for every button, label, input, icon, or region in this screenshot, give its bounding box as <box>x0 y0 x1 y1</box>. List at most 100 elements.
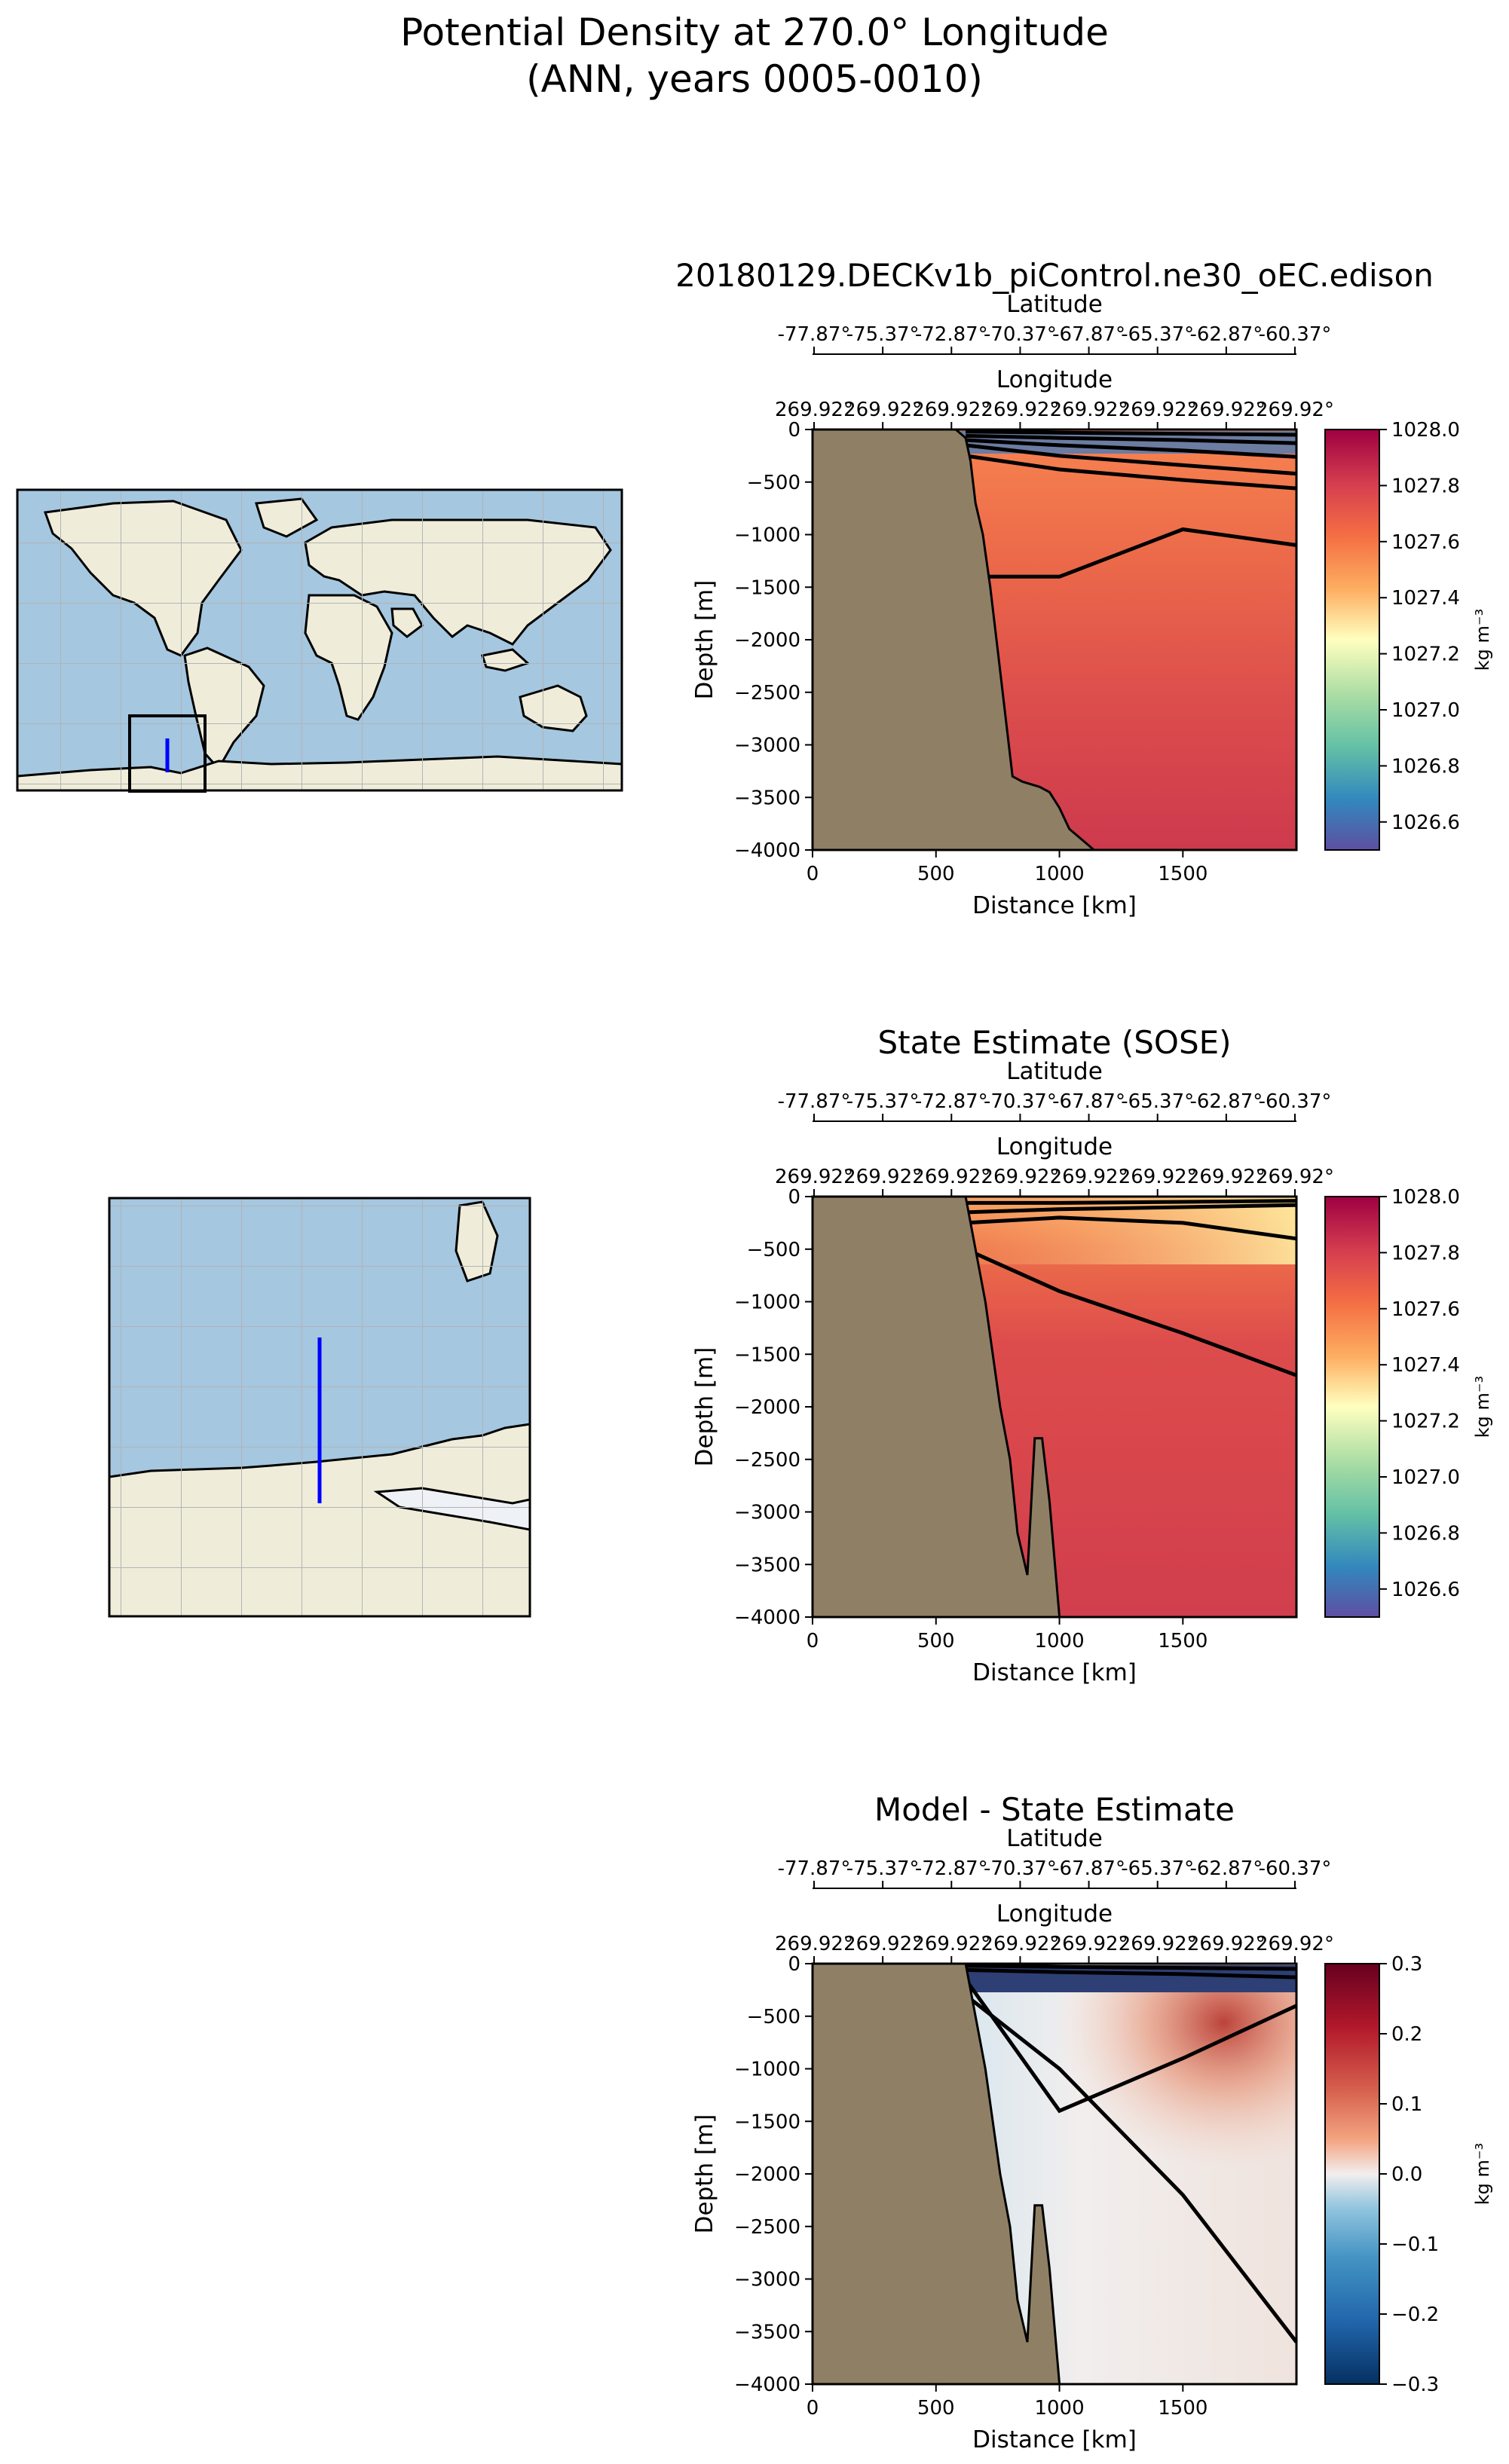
density-contour-2 <box>966 433 1297 445</box>
figure-title-line-2: (ANN, years 0005-0010) <box>526 57 983 101</box>
x-tick-label: 1500 <box>1158 1630 1208 1652</box>
colorbar-tick-label: 0.2 <box>1391 2023 1422 2046</box>
longitude-tick-label: 269.92° <box>1050 399 1128 421</box>
x-tick-label: 0 <box>807 2397 819 2420</box>
colorbar-tick-label: 1027.8 <box>1391 1242 1460 1264</box>
colorbar <box>1324 1963 1380 2385</box>
y-tick-label: −3000 <box>734 735 800 757</box>
colorbar-tick-label: 1027.8 <box>1391 475 1460 497</box>
colorbar <box>1324 1196 1380 1618</box>
x-tick-label: 1500 <box>1158 2397 1208 2420</box>
y-tick-label: −2000 <box>734 1396 800 1419</box>
longitude-axis-label: Longitude <box>996 366 1113 393</box>
longitude-axis-label: Longitude <box>996 1900 1113 1927</box>
colorbar-tick-label: 1027.0 <box>1391 699 1460 722</box>
y-tick-label: −3000 <box>734 2269 800 2291</box>
longitude-tick-label: 269.92° <box>1256 1933 1334 1955</box>
longitude-tick-label: 269.92° <box>1256 1166 1334 1188</box>
latitude-tick-label: -70.37° <box>984 1857 1057 1880</box>
bathymetry-land <box>811 1962 1061 2386</box>
x-tick-label: 1500 <box>1158 863 1208 885</box>
density-contour-1 <box>966 1964 1297 1971</box>
longitude-axis-label: Longitude <box>996 1133 1113 1160</box>
longitude-tick-label: 269.92° <box>1050 1933 1128 1955</box>
latitude-tick-label: -67.87° <box>1052 323 1125 346</box>
colorbar-tick-label: −0.3 <box>1391 2374 1439 2396</box>
x-axis-label: Distance [km] <box>972 892 1137 919</box>
longitude-tick-label: 269.92° <box>1119 1933 1197 1955</box>
y-tick-label: 0 <box>788 419 800 442</box>
x-tick-label: 1000 <box>1034 863 1084 885</box>
y-axis-label: Depth [m] <box>691 1347 718 1467</box>
section-panel-1: 0 500 1000 1500 Distance [km] 0 −500 −1000 −1500… <box>675 257 1493 919</box>
y-tick-label: −2000 <box>734 629 800 652</box>
latitude-tick-label: -77.87° <box>778 1090 851 1113</box>
colorbar-label: kg m⁻³ <box>1472 2143 1493 2205</box>
y-tick-label: −1000 <box>734 524 800 547</box>
latitude-tick-label: -70.37° <box>984 1090 1057 1113</box>
y-tick-label: −4000 <box>734 839 800 862</box>
latitude-tick-label: -70.37° <box>984 323 1057 346</box>
y-tick-label: −500 <box>747 2006 800 2028</box>
section-panel-2: 0 500 1000 1500 Distance [km] 0 −500 −1000 −1500… <box>691 1024 1493 1686</box>
latitude-tick-label: -72.87° <box>915 1857 988 1880</box>
longitude-tick-label: 269.92° <box>1187 399 1266 421</box>
longitude-tick-label: 269.92° <box>981 399 1059 421</box>
density-contour-3 <box>965 1215 1297 1241</box>
latitude-tick-label: -75.37° <box>846 323 920 346</box>
y-tick-label: −3000 <box>734 1502 800 1524</box>
density-contour-4 <box>965 443 1297 476</box>
colorbar-tick-label: 1026.6 <box>1391 1579 1460 1601</box>
y-tick-label: −1000 <box>734 2059 800 2081</box>
latitude-axis-label: Latitude <box>1006 1825 1103 1852</box>
longitude-tick-label: 269.92° <box>843 1933 922 1955</box>
density-contour-5 <box>965 454 1297 491</box>
latitude-tick-label: -62.87° <box>1189 323 1263 346</box>
colorbar-tick-label: 1027.6 <box>1391 531 1460 554</box>
longitude-tick-label: 269.92° <box>1256 399 1334 421</box>
colorbar-tick-label: 0.3 <box>1391 1953 1422 1976</box>
section-panel-3: 0 500 1000 1500 Distance [km] 0 −500 −1000 −1500… <box>691 1791 1493 2453</box>
y-tick-label: −1500 <box>734 1344 800 1366</box>
colorbar-tick-label: −0.1 <box>1391 2233 1439 2256</box>
latitude-tick-label: -60.37° <box>1259 1090 1332 1113</box>
y-tick-label: −2000 <box>734 2163 800 2186</box>
map-frame <box>16 488 623 792</box>
panel-title: 20180129.DECKv1b_piControl.ne30_oEC.edis… <box>675 257 1434 294</box>
latitude-tick-label: -62.87° <box>1189 1090 1263 1113</box>
x-tick-label: 500 <box>917 2397 955 2420</box>
zoom-region-box <box>128 714 207 793</box>
latitude-tick-label: -60.37° <box>1259 1857 1332 1880</box>
latitude-tick-label: -67.87° <box>1052 1090 1125 1113</box>
latitude-tick-label: -60.37° <box>1259 323 1332 346</box>
y-tick-label: −3500 <box>734 787 800 809</box>
y-tick-label: −1500 <box>734 2111 800 2133</box>
longitude-tick-label: 269.92° <box>1119 399 1197 421</box>
longitude-tick-label: 269.92° <box>912 1166 990 1188</box>
y-tick-label: −2500 <box>734 2216 800 2239</box>
bathymetry-land <box>811 428 1097 851</box>
map-gridlines <box>17 490 622 790</box>
x-axis-label: Distance [km] <box>972 1659 1137 1686</box>
global-map <box>16 488 623 793</box>
colorbar-tick-label: 1027.2 <box>1391 1411 1460 1433</box>
y-tick-label: −3500 <box>734 2321 800 2343</box>
latitude-axis-label: Latitude <box>1006 1058 1103 1085</box>
colorbar-tick-label: 1028.0 <box>1391 1186 1460 1209</box>
y-tick-label: −2500 <box>734 1449 800 1472</box>
y-tick-label: −500 <box>747 1239 800 1261</box>
colorbar-tick-label: 0.1 <box>1391 2093 1422 2116</box>
latitude-tick-label: -65.37° <box>1121 1857 1194 1880</box>
latitude-tick-label: -77.87° <box>778 323 851 346</box>
y-axis-label: Depth [m] <box>691 580 718 700</box>
latitude-tick-label: -67.87° <box>1052 1857 1125 1880</box>
longitude-tick-label: 269.92° <box>843 1166 922 1188</box>
colorbar-tick-label: 1026.6 <box>1391 812 1460 834</box>
x-tick-label: 500 <box>917 1630 955 1652</box>
y-tick-label: −1500 <box>734 576 800 599</box>
latitude-tick-label: -75.37° <box>846 1090 920 1113</box>
figure-title-line-1: Potential Density at 270.0° Longitude <box>400 11 1109 54</box>
colorbar-tick-label: 1027.2 <box>1391 644 1460 666</box>
longitude-tick-label: 269.92° <box>1187 1933 1266 1955</box>
